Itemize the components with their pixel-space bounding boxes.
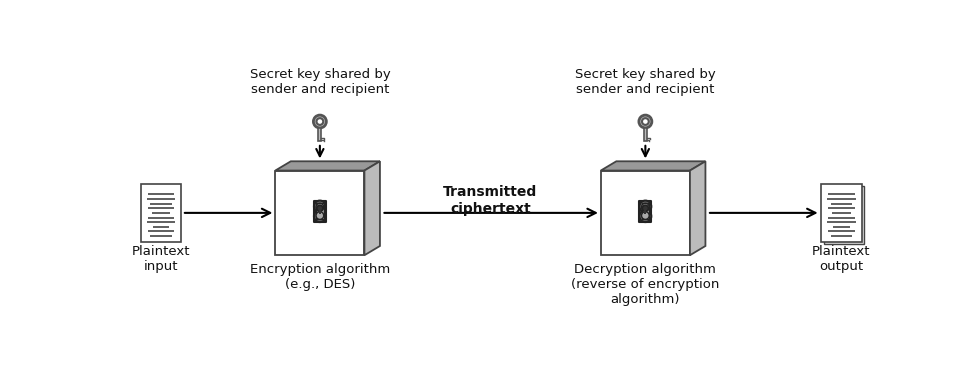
Bar <box>600 171 689 255</box>
Circle shape <box>638 115 652 128</box>
Ellipse shape <box>316 203 323 211</box>
Bar <box>641 203 649 219</box>
Text: Transmitted
ciphertext: Transmitted ciphertext <box>443 185 537 216</box>
Circle shape <box>317 118 323 125</box>
Bar <box>316 203 323 219</box>
Bar <box>646 138 650 139</box>
Bar <box>646 140 649 141</box>
Bar <box>319 209 320 214</box>
Bar <box>639 201 651 222</box>
Polygon shape <box>364 161 379 255</box>
Text: Plaintext
output: Plaintext output <box>811 245 870 273</box>
Circle shape <box>317 205 322 211</box>
Ellipse shape <box>316 212 323 219</box>
Bar <box>824 186 864 244</box>
Text: Encryption algorithm
(e.g., DES): Encryption algorithm (e.g., DES) <box>249 263 390 291</box>
Ellipse shape <box>639 201 651 212</box>
Bar <box>643 128 646 141</box>
Ellipse shape <box>639 210 651 222</box>
Circle shape <box>642 205 648 211</box>
Bar <box>321 138 324 139</box>
Circle shape <box>641 118 648 125</box>
Ellipse shape <box>314 201 325 212</box>
Polygon shape <box>600 161 704 171</box>
Text: Decryption algorithm
(reverse of encryption
algorithm): Decryption algorithm (reverse of encrypt… <box>571 263 719 306</box>
Bar <box>319 128 321 141</box>
Bar <box>276 171 364 255</box>
Circle shape <box>313 115 326 128</box>
Bar <box>821 184 861 242</box>
Polygon shape <box>689 161 704 255</box>
Ellipse shape <box>641 212 649 219</box>
Polygon shape <box>276 161 379 171</box>
Bar <box>141 184 181 242</box>
Ellipse shape <box>314 210 325 222</box>
Text: Secret key shared by
sender and recipient: Secret key shared by sender and recipien… <box>249 68 390 96</box>
Text: Secret key shared by
sender and recipient: Secret key shared by sender and recipien… <box>574 68 715 96</box>
Ellipse shape <box>641 203 649 211</box>
Bar <box>321 140 323 141</box>
Bar <box>314 201 325 222</box>
Text: Plaintext
input: Plaintext input <box>132 245 191 273</box>
Bar <box>644 209 646 214</box>
